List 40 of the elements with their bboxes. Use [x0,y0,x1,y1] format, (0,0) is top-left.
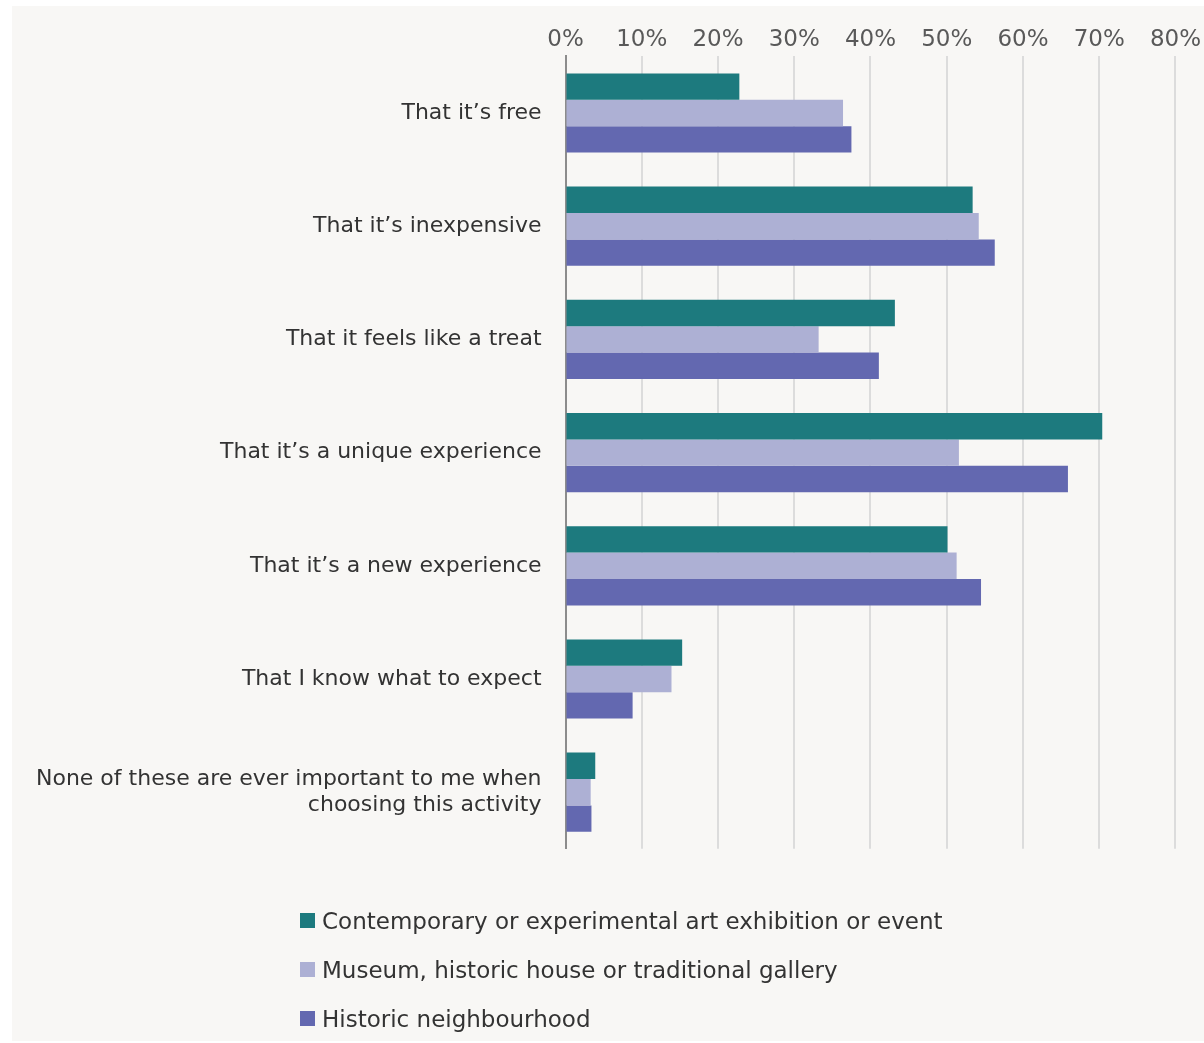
bar [566,778,591,806]
bar [566,326,819,353]
bar [566,752,596,779]
x-tick-label: 40% [844,24,897,51]
bar [566,639,683,666]
legend-label: Contemporary or experimental art exhibition or event [322,907,943,934]
x-tick-label: 30% [768,24,820,51]
legend-label: Historic neighbourhood [322,1005,591,1032]
bar [566,126,852,153]
x-tick-label: 60% [997,24,1049,51]
y-tick-label: None of these are ever important to me when choosing this activity [35,764,542,817]
y-tick-label: That it’s a unique experience [219,438,542,464]
bar [566,465,1068,493]
y-tick-label: That it’s a new experience [248,551,542,577]
bar [566,552,957,580]
y-tick-label: That it’s inexpensive [312,211,542,237]
bar [566,299,895,327]
bar [566,239,995,266]
x-tick-label: 10% [616,24,668,51]
bar [566,579,982,606]
y-tick-label: That I know what to expect [240,664,542,690]
bar [566,186,973,213]
y-tick-label: That it feels like a treat [284,325,542,351]
x-tick-label: 50% [921,24,973,51]
bar [566,526,948,553]
x-tick-label: 0% [547,24,584,51]
bar [566,352,879,380]
bar [566,212,979,240]
bar [566,73,740,100]
bar [566,99,844,127]
legend-label: Museum, historic house or traditional gallery [322,956,838,983]
bar [566,665,672,693]
bar [566,692,633,719]
bar [566,439,959,466]
x-tick-label: 70% [1073,24,1125,51]
y-tick-label: That it’s free [400,98,542,124]
x-tick-label: 80% [1149,24,1201,51]
x-tick-label: 20% [692,24,744,51]
bar [566,412,1103,440]
bar [566,805,592,832]
